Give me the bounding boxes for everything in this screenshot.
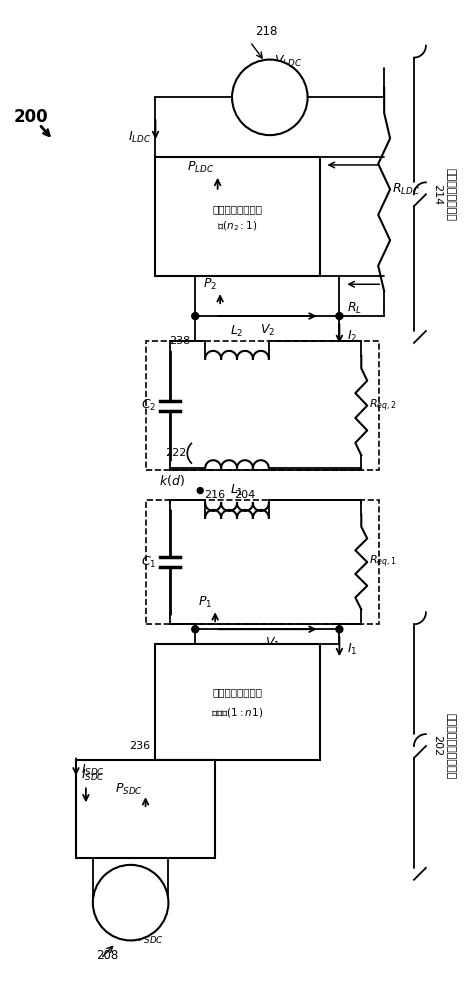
Text: 轉換器$(1:n1)$: 轉換器$(1:n1)$ [211, 706, 263, 719]
Text: $P_{LDC}$: $P_{LDC}$ [187, 159, 214, 175]
Text: $I_{SDC}$: $I_{SDC}$ [81, 768, 105, 783]
Text: $k(d)$: $k(d)$ [159, 473, 185, 488]
Text: $R_{eq,2}$: $R_{eq,2}$ [368, 397, 396, 414]
Text: −: − [137, 897, 152, 915]
Text: 214: 214 [431, 184, 441, 205]
Text: $V_1$: $V_1$ [264, 636, 279, 651]
Text: 202: 202 [431, 735, 441, 757]
Text: 電動車輛充電系統: 電動車輛充電系統 [445, 168, 455, 221]
Text: $I_1$: $I_1$ [347, 642, 357, 657]
Text: $L_1$: $L_1$ [230, 483, 243, 498]
Bar [145, 500, 378, 624]
Circle shape [191, 626, 198, 633]
Text: +: + [249, 84, 262, 99]
Text: 器$(n_2:1)$: 器$(n_2:1)$ [217, 220, 257, 233]
Text: $I_{LDC}$: $I_{LDC}$ [128, 130, 151, 145]
Text: 236: 236 [129, 741, 150, 751]
Circle shape [191, 313, 198, 320]
Text: $C_2$: $C_2$ [141, 398, 156, 413]
Text: 206: 206 [169, 649, 190, 659]
Text: 218: 218 [254, 25, 277, 38]
Text: $P_2$: $P_2$ [203, 277, 217, 292]
Bar [76, 760, 215, 858]
Text: $P_{SDC}$: $P_{SDC}$ [114, 782, 142, 797]
Text: 204: 204 [234, 490, 255, 500]
Text: $V_2$: $V_2$ [259, 322, 274, 338]
Text: 基座充電系統電力: 基座充電系統電力 [212, 687, 262, 697]
Text: 216: 216 [204, 490, 225, 500]
Text: $R_{LDC}$: $R_{LDC}$ [391, 182, 420, 197]
Text: +: + [110, 889, 123, 904]
Text: $L_2$: $L_2$ [230, 324, 243, 339]
Circle shape [197, 488, 203, 494]
Text: 222: 222 [164, 448, 186, 458]
Text: $C_1$: $C_1$ [141, 555, 156, 570]
Text: $V_{SDC}$: $V_{SDC}$ [134, 931, 163, 946]
Bar [145, 341, 378, 470]
Text: $P_1$: $P_1$ [198, 595, 212, 610]
Bar [155, 157, 319, 276]
Text: 電動車輛電力轉換: 電動車輛電力轉換 [212, 204, 262, 214]
Circle shape [335, 313, 342, 320]
Text: 208: 208 [96, 949, 118, 962]
Circle shape [93, 865, 168, 940]
Text: $I_{SDC}$: $I_{SDC}$ [81, 763, 105, 778]
Circle shape [335, 626, 342, 633]
Circle shape [231, 60, 307, 135]
Bar [155, 644, 319, 760]
Text: 238: 238 [169, 336, 190, 346]
Text: $R_L$: $R_L$ [347, 301, 362, 316]
Text: 基座無線電力充電系統: 基座無線電力充電系統 [445, 713, 455, 779]
Text: $I_2$: $I_2$ [347, 328, 357, 344]
Text: $R_{eq,1}$: $R_{eq,1}$ [368, 554, 396, 570]
Text: −: − [276, 91, 291, 109]
Text: 200: 200 [14, 108, 49, 126]
Text: $V_{LDC}$: $V_{LDC}$ [273, 54, 301, 69]
